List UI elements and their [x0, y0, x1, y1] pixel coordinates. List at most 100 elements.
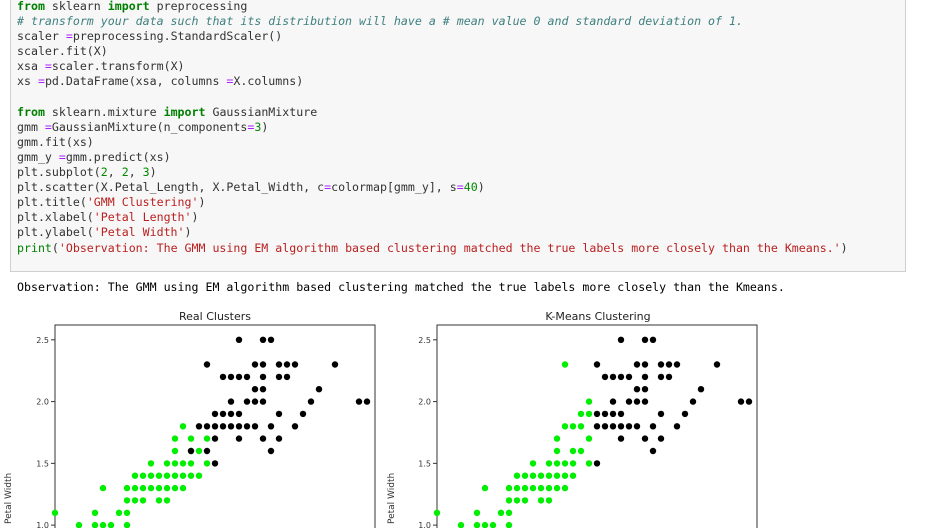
y-tick-label: 2.0	[418, 398, 431, 407]
scatter-point	[641, 398, 649, 405]
scatter-point	[609, 423, 617, 430]
scatter-point	[593, 410, 601, 418]
code-line: scaler =preprocessing.StandardScaler()	[17, 29, 848, 44]
scatter-point	[545, 484, 553, 492]
scatter-point	[569, 447, 577, 455]
scatter-point	[713, 361, 721, 368]
code-token: (	[51, 240, 59, 255]
scatter-point	[697, 386, 705, 393]
code-token: =	[324, 180, 332, 195]
scatter-point	[155, 472, 163, 479]
scatter-point	[657, 373, 665, 381]
scatter-point	[577, 423, 585, 430]
scatter-point	[211, 423, 219, 430]
scatter-point	[625, 398, 633, 405]
scatter-point	[211, 435, 219, 442]
scatter-point	[123, 497, 131, 504]
scatter-point	[179, 472, 187, 479]
scatter-point	[681, 410, 689, 418]
scatter-point	[235, 410, 243, 418]
scatter-chart: 1.0 1.5 2.0 2.5	[418, 324, 758, 528]
scatter-point	[617, 423, 625, 430]
scatter-point	[291, 361, 299, 368]
scatter-point	[473, 521, 481, 528]
scatter-point	[171, 472, 179, 479]
scatter-point	[99, 484, 107, 492]
scatter-point	[545, 472, 553, 479]
code-line: xsa =scaler.transform(X)	[17, 59, 848, 74]
scatter-point	[537, 472, 545, 479]
code-editor[interactable]: from sklearn import preprocessing # trans…	[17, 0, 848, 256]
scatter-point	[433, 509, 441, 516]
code-token: =	[65, 29, 73, 44]
scatter-point	[195, 447, 203, 455]
code-token: GaussianMixture(n_components	[51, 119, 248, 134]
code-token: gmm.predict(xs)	[65, 149, 171, 164]
code-token: =	[226, 74, 234, 89]
code-token: print	[17, 240, 52, 255]
scatter-point	[155, 484, 163, 492]
code-line: gmm =GaussianMixture(n_components=3)	[17, 120, 848, 135]
scatter-point	[561, 484, 569, 492]
scatter-point	[307, 398, 315, 405]
code-token: sklearn	[51, 0, 108, 13]
scatter-point	[283, 373, 291, 381]
code-token: =	[44, 59, 52, 74]
code-line: print('Observation: The GMM using EM alg…	[17, 241, 848, 256]
code-token: plt.title(	[17, 195, 87, 210]
y-tick-label: 1.0	[418, 521, 431, 528]
scatter-point	[91, 521, 99, 528]
code-token: =	[456, 180, 464, 195]
scatter-point	[227, 410, 235, 418]
y-tick-label: 1.0	[36, 521, 49, 528]
code-token: 'Observation: The GMM using EM algorithm…	[58, 240, 841, 255]
code-line: gmm.fit(xs)	[17, 135, 848, 150]
scatter-point	[569, 423, 577, 430]
scatter-point	[641, 361, 649, 368]
scatter-point	[219, 410, 227, 418]
code-token: scaler.fit(X)	[17, 44, 108, 59]
scatter-point	[147, 472, 155, 479]
scatter-point	[617, 373, 625, 381]
code-cell[interactable]: from sklearn import preprocessing # trans…	[10, 0, 906, 272]
scatter-point	[187, 460, 195, 467]
code-token: # transform your data such that its dist…	[17, 14, 743, 29]
code-token: from	[17, 0, 52, 13]
scatter-point	[171, 484, 179, 492]
scatter-point	[617, 410, 625, 418]
scatter-point	[617, 435, 625, 442]
scatter-point	[609, 373, 617, 381]
scatter-point	[657, 361, 665, 368]
scatter-point	[585, 460, 593, 467]
cell-output: Observation: The GMM using EM algorithm …	[17, 280, 785, 294]
scatter-point	[505, 484, 513, 492]
scatter-point	[227, 398, 235, 405]
code-token: pd.DataFrame(xsa, columns	[44, 74, 227, 89]
code-token: )	[198, 195, 206, 210]
scatter-point	[203, 423, 211, 430]
scatter-point	[505, 509, 513, 516]
code-token: gmm	[17, 119, 45, 134]
y-tick-label: 2.5	[36, 336, 49, 345]
scatter-point	[537, 484, 545, 492]
scatter-point	[689, 398, 697, 405]
scatter-point	[251, 361, 259, 368]
scatter-point	[179, 423, 187, 430]
scatter-point	[593, 460, 601, 467]
code-token: plt.xlabel(	[17, 210, 94, 225]
scatter-point	[593, 423, 601, 430]
code-line: plt.scatter(X.Petal_Length, X.Petal_Widt…	[17, 180, 848, 195]
scatter-point	[561, 460, 569, 467]
scatter-point	[187, 472, 195, 479]
scatter-point	[315, 386, 323, 393]
code-token: =	[58, 149, 66, 164]
code-line: xs =pd.DataFrame(xsa, columns =X.columns…	[17, 74, 848, 89]
code-token: 2	[121, 165, 129, 180]
scatter-point	[363, 398, 371, 405]
scatter-point	[617, 336, 625, 343]
scatter-point	[163, 484, 171, 492]
code-token: preprocessing.StandardScaler()	[72, 29, 283, 44]
code-token: from	[17, 104, 52, 119]
code-line: from sklearn import preprocessing	[17, 0, 848, 14]
scatter-point	[585, 435, 593, 442]
